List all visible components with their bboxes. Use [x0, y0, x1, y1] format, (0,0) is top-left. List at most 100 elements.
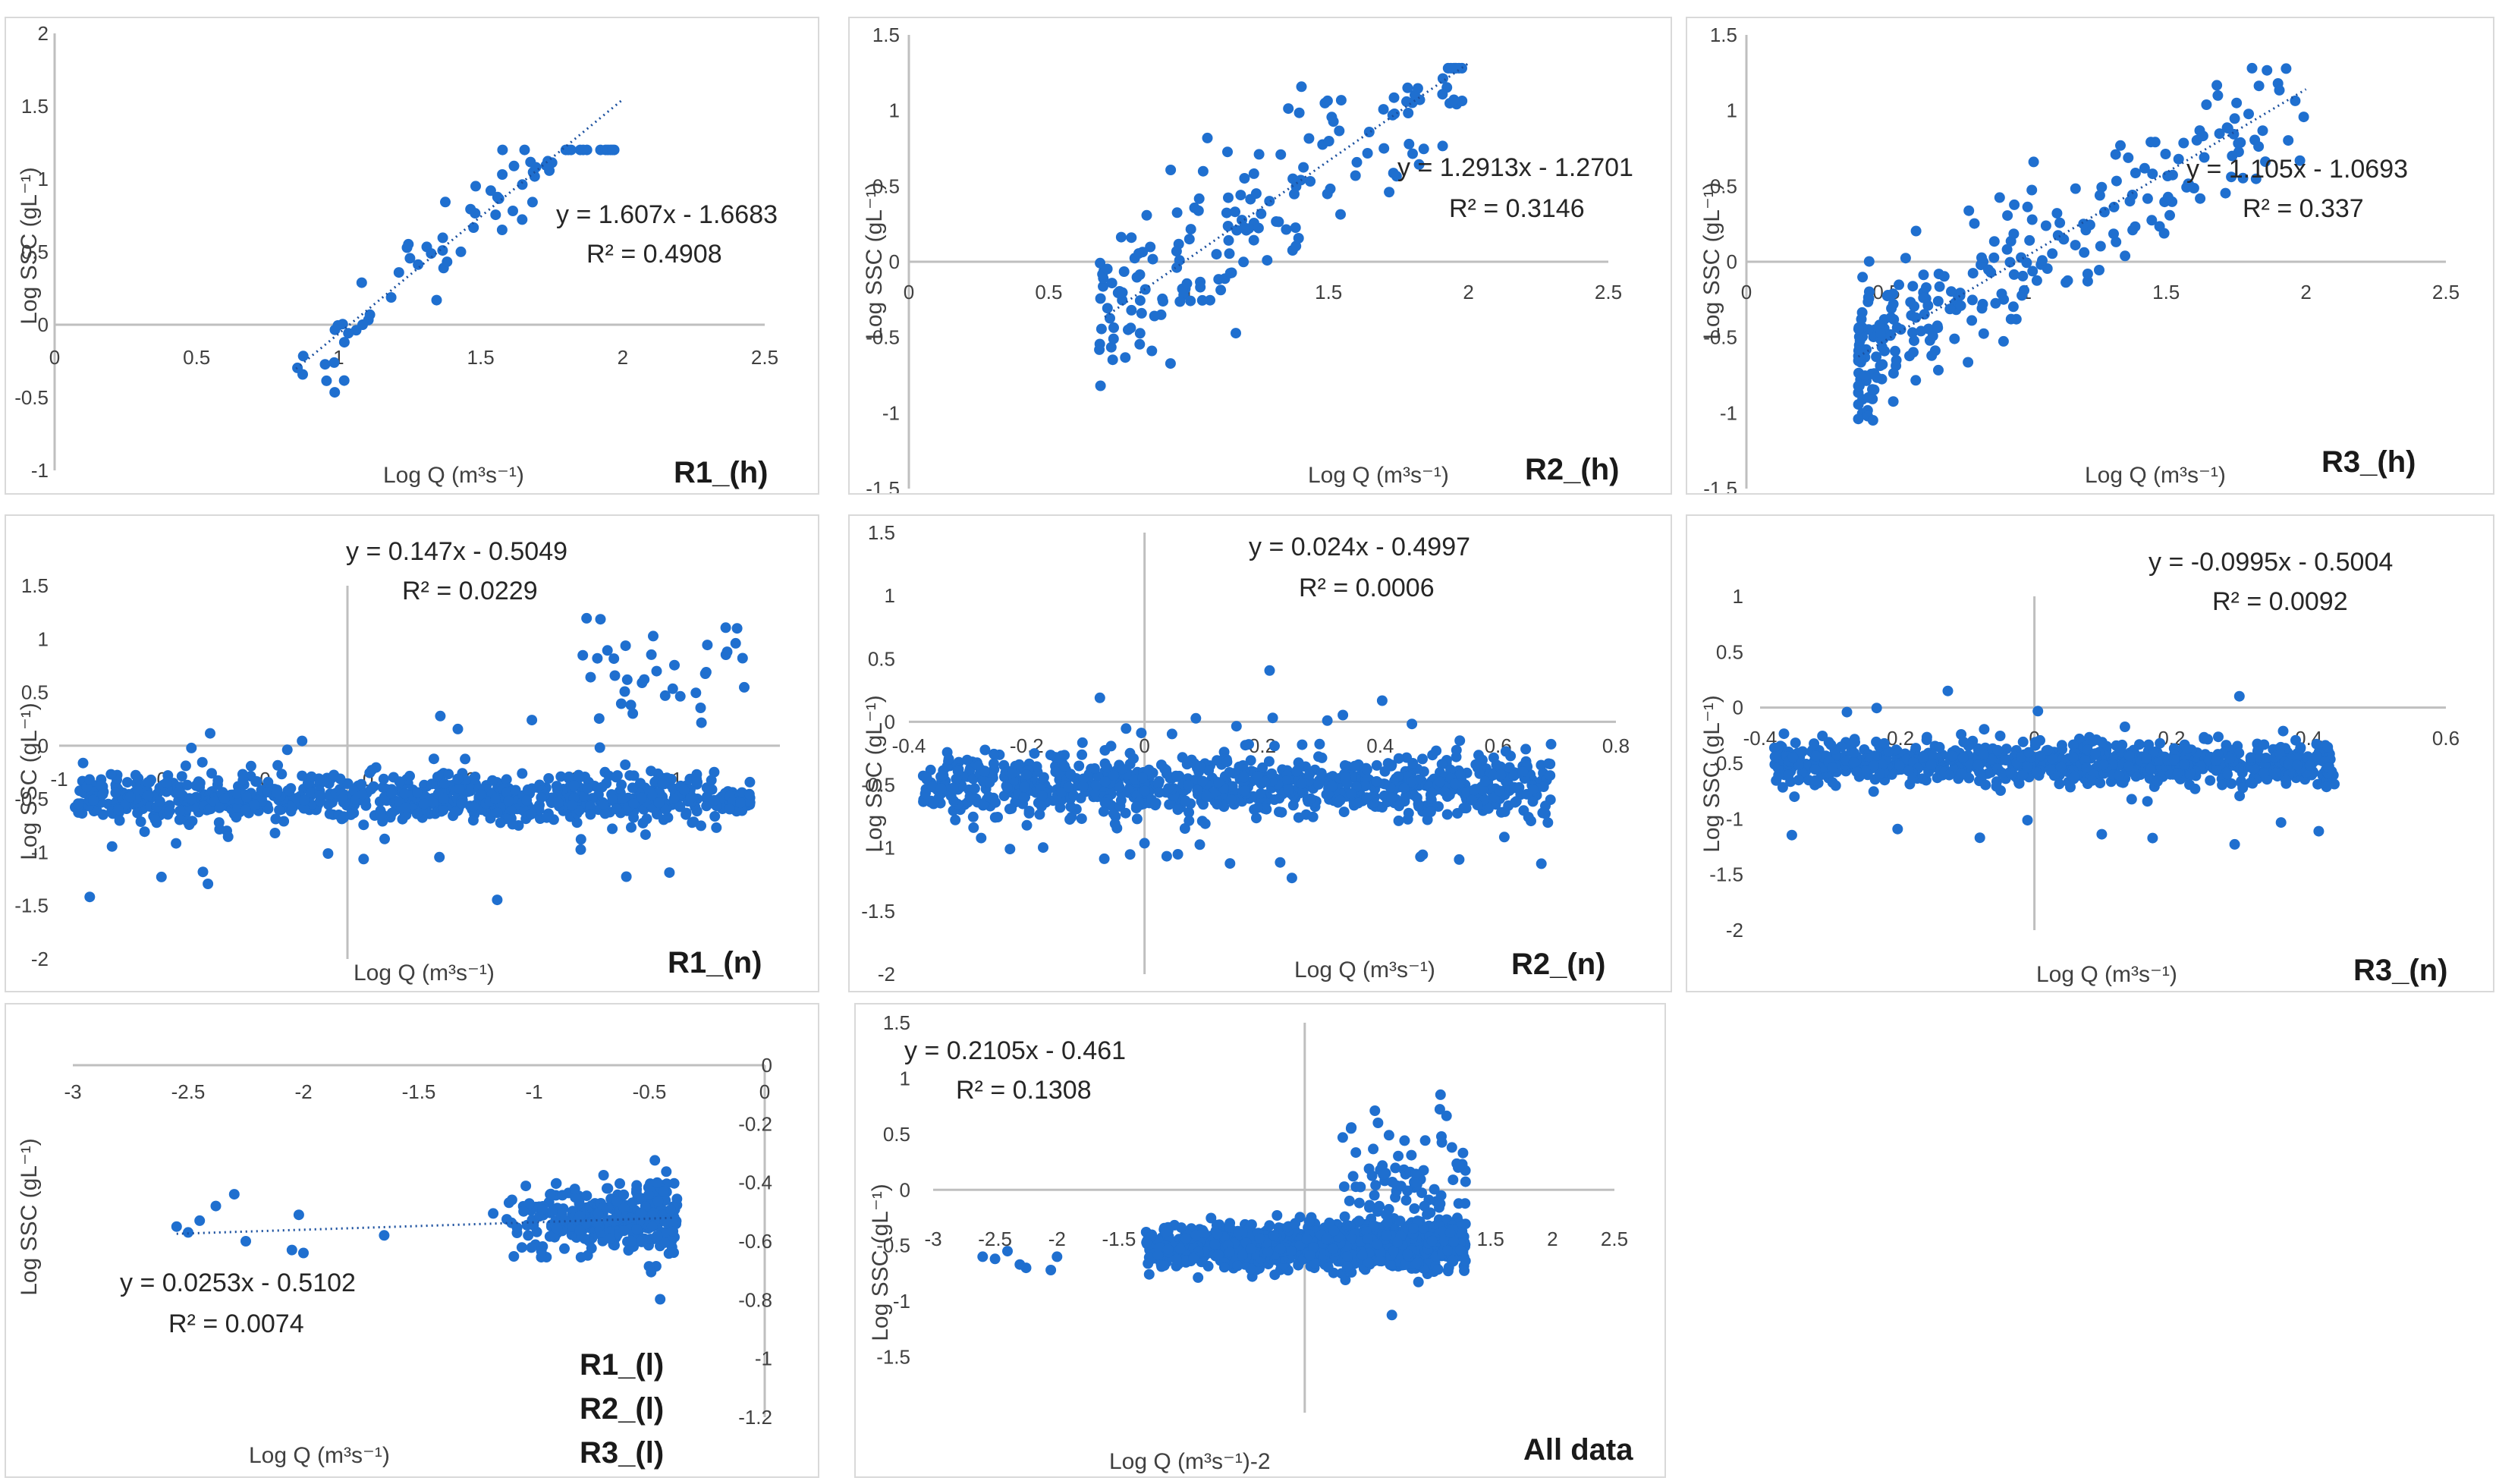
- data-point: [305, 787, 316, 798]
- data-point: [2054, 217, 2066, 228]
- data-point: [964, 791, 976, 802]
- data-point: [1455, 1227, 1466, 1238]
- data-point: [132, 807, 143, 819]
- data-point: [1251, 813, 1262, 824]
- data-point: [1448, 1174, 1459, 1186]
- x-tick-label: 0.8: [1602, 734, 1630, 757]
- data-point: [1323, 136, 1334, 146]
- data-point: [1778, 728, 1790, 740]
- data-point: [1117, 287, 1128, 298]
- data-point: [595, 614, 606, 625]
- data-point: [1223, 234, 1234, 246]
- data-point: [536, 792, 547, 803]
- data-point: [1065, 769, 1077, 780]
- data-point: [626, 1235, 637, 1247]
- data-point: [455, 246, 467, 257]
- data-point: [1883, 746, 1894, 757]
- data-point: [1966, 294, 1978, 306]
- data-point: [2042, 744, 2054, 756]
- data-point: [1768, 742, 1780, 753]
- x-tick-label: 2.5: [2432, 281, 2460, 303]
- data-point: [394, 776, 405, 788]
- x-tick-label: 0.5: [1035, 281, 1062, 303]
- data-point: [674, 690, 686, 702]
- data-point: [2096, 181, 2108, 193]
- data-point: [628, 770, 640, 781]
- y-tick-label: 1.5: [21, 95, 49, 118]
- y-axis-label: Log SSC (gL⁻¹): [17, 703, 42, 860]
- data-point: [1370, 1180, 1382, 1191]
- data-point: [1237, 1250, 1248, 1261]
- data-point: [2028, 156, 2039, 168]
- data-point: [2096, 828, 2108, 840]
- data-point: [306, 771, 317, 782]
- data-point: [523, 1198, 535, 1209]
- data-point: [1885, 312, 1897, 323]
- data-point: [1194, 839, 1205, 850]
- y-tick-label: -0.5: [14, 386, 49, 409]
- data-point: [503, 795, 514, 806]
- data-point: [1863, 286, 1875, 297]
- y-tick-label: -1.5: [14, 894, 49, 917]
- data-point: [114, 815, 125, 826]
- data-point: [1853, 380, 1864, 391]
- data-point: [2040, 220, 2051, 231]
- data-point: [1540, 808, 1551, 819]
- data-point: [1305, 176, 1316, 187]
- data-point: [1296, 81, 1307, 93]
- data-point: [1790, 737, 1801, 749]
- data-point: [1221, 756, 1233, 768]
- data-point: [1211, 249, 1222, 260]
- data-point: [1174, 296, 1186, 307]
- data-point: [575, 844, 586, 855]
- data-point: [1527, 796, 1539, 807]
- data-point: [1059, 760, 1070, 772]
- data-point: [490, 209, 501, 221]
- data-point: [696, 717, 707, 728]
- data-point: [2210, 755, 2221, 766]
- data-point: [598, 1170, 609, 1181]
- data-point: [523, 1230, 534, 1241]
- data-point: [2290, 734, 2301, 746]
- data-point: [1871, 351, 1882, 363]
- data-point: [1850, 737, 1860, 748]
- data-point: [1309, 1258, 1320, 1269]
- data-point: [1239, 173, 1250, 184]
- data-point: [569, 1184, 580, 1195]
- data-point: [1108, 322, 1119, 333]
- data-point: [2281, 775, 2291, 786]
- data-point: [2257, 125, 2268, 137]
- data-point: [950, 814, 961, 825]
- data-point: [2089, 748, 2101, 759]
- data-point: [608, 653, 620, 665]
- data-point: [1771, 775, 1782, 786]
- data-point: [1381, 1230, 1392, 1241]
- data-point: [342, 778, 354, 789]
- data-point: [1925, 759, 1937, 770]
- data-point: [608, 1215, 620, 1227]
- y-tick-label: 0: [900, 1178, 910, 1201]
- data-point: [492, 807, 503, 819]
- data-point: [1786, 829, 1797, 841]
- data-point: [1095, 257, 1106, 269]
- data-point: [73, 798, 83, 810]
- data-point: [1460, 1218, 1471, 1230]
- data-point: [1878, 737, 1890, 749]
- data-point: [711, 822, 722, 833]
- data-point: [2226, 778, 2237, 789]
- data-point: [508, 206, 518, 216]
- data-point: [1368, 1143, 1379, 1155]
- data-point: [492, 191, 503, 203]
- x-axis-label: Log Q (m³s⁻¹): [383, 463, 524, 488]
- data-point: [685, 792, 696, 803]
- data-point: [1029, 748, 1040, 759]
- data-point: [1198, 799, 1209, 810]
- data-point: [1239, 222, 1250, 234]
- data-point: [938, 770, 949, 781]
- data-point: [1448, 1236, 1460, 1247]
- data-point: [1907, 281, 1919, 292]
- data-point: [2147, 832, 2158, 844]
- data-point: [1800, 759, 1812, 769]
- data-point: [1369, 1105, 1381, 1116]
- data-point: [1107, 354, 1118, 366]
